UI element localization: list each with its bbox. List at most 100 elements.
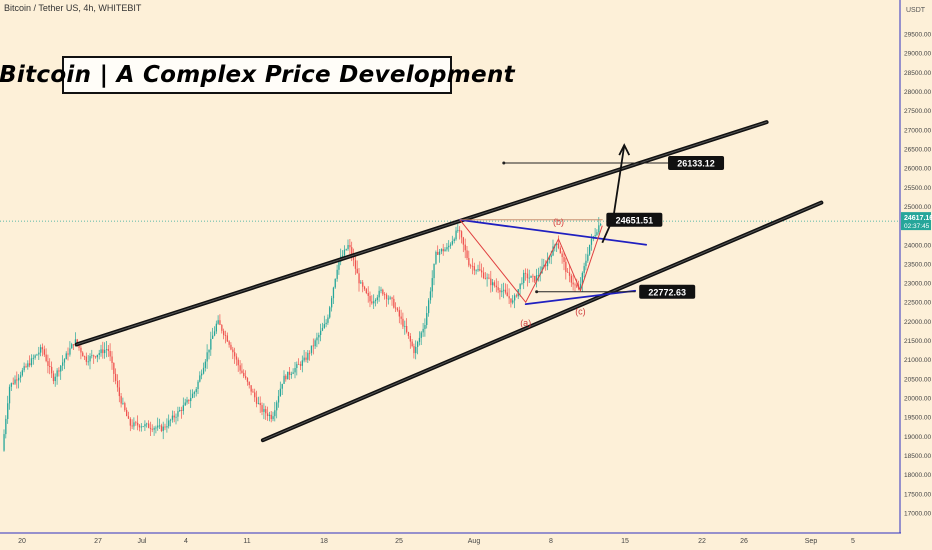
candle-body: [16, 379, 18, 381]
price-tick-label: 29500.00: [904, 32, 931, 39]
candle-body: [305, 357, 307, 360]
candle-body: [329, 307, 331, 318]
candle-body: [334, 278, 336, 288]
candle-body: [365, 289, 367, 293]
candle-body: [420, 332, 422, 338]
candle-body: [7, 403, 9, 419]
time-tick-label: Aug: [468, 538, 481, 545]
candle-body: [382, 289, 384, 295]
candle-body: [133, 422, 135, 427]
candle-body: [184, 402, 186, 406]
candle-body: [495, 285, 497, 288]
candle-body: [98, 353, 100, 355]
price-tick-label: 18500.00: [904, 453, 931, 460]
candle-body: [142, 426, 144, 428]
candle-body: [331, 298, 333, 308]
candle-body: [506, 292, 508, 297]
candle-body: [226, 335, 228, 342]
candle-body: [468, 258, 470, 266]
candle-body: [288, 371, 291, 375]
countdown-label: 02:37:45: [904, 223, 930, 230]
candle-body: [239, 365, 241, 371]
candle-body: [448, 245, 450, 248]
candle-body: [8, 386, 11, 404]
candle-body: [173, 415, 175, 418]
candle-body: [574, 284, 576, 286]
candle-body: [336, 269, 338, 279]
price-axis: USDT 29500.00 29000.00 28500.00 28000.00 2750…: [901, 0, 932, 550]
candle-body: [402, 318, 404, 327]
candle-body: [389, 297, 391, 299]
wave-c-label: (c): [575, 307, 586, 317]
candle-body: [224, 335, 227, 336]
candle-body: [296, 364, 298, 368]
candle-body: [83, 356, 86, 358]
candle-body: [362, 282, 364, 287]
candle-body: [345, 249, 347, 250]
candle-body: [464, 244, 466, 251]
price-tick-label: 25000.00: [904, 204, 931, 211]
candle-body: [384, 294, 386, 296]
candle-body: [96, 354, 98, 358]
candle-body: [148, 423, 150, 428]
candle-body: [310, 345, 313, 353]
candle-body: [418, 337, 421, 342]
candle-body: [583, 266, 585, 273]
candle-body: [245, 376, 247, 378]
candle-body: [62, 362, 64, 366]
candle-body: [25, 366, 27, 367]
candle-body: [175, 416, 177, 418]
candle-body: [492, 282, 494, 286]
target-level-dot: [502, 161, 506, 165]
candle-body: [230, 344, 232, 350]
candle-body: [195, 389, 197, 393]
candle-body: [126, 410, 128, 417]
candle-body: [243, 372, 245, 377]
candle-body: [144, 424, 146, 427]
candle-body: [351, 247, 353, 257]
time-tick-label: 15: [621, 538, 629, 545]
candle-body: [596, 232, 598, 236]
candle-body: [74, 339, 77, 346]
candle-body: [290, 373, 292, 375]
candle-body: [232, 349, 234, 353]
candle-body: [482, 272, 485, 278]
candle-body: [179, 410, 181, 412]
candle-body: [471, 265, 474, 267]
price-tick-label: 28500.00: [904, 70, 931, 77]
triangle-upper-line: [459, 218, 648, 246]
candle-body: [380, 289, 382, 291]
candle-body: [552, 246, 554, 256]
candle-body: [598, 225, 600, 233]
candle-body: [444, 249, 446, 252]
candle-body: [363, 286, 366, 290]
candle-body: [486, 277, 488, 279]
candle-body: [168, 420, 170, 427]
candle-body: [63, 359, 66, 363]
candle-body: [164, 426, 166, 428]
candle-body: [462, 237, 464, 245]
candle-body: [470, 265, 472, 267]
price-tick-label: 28000.00: [904, 89, 931, 96]
candle-body: [213, 331, 216, 336]
candle-body: [250, 385, 252, 392]
candle-body: [261, 405, 263, 412]
candle-body: [409, 336, 411, 342]
support-level-dot: [535, 290, 539, 294]
candle-body: [563, 257, 565, 262]
candle-body: [241, 370, 243, 373]
candle-body: [356, 268, 358, 274]
candle-body: [321, 327, 324, 331]
candle-body: [19, 375, 22, 378]
candle-body: [433, 263, 435, 279]
price-axis-unit: USDT: [906, 7, 926, 14]
time-tick-label: 25: [395, 538, 403, 545]
candle-body: [545, 265, 547, 267]
candle-body: [162, 426, 164, 431]
candle-body: [259, 403, 261, 405]
candle-body: [122, 403, 124, 404]
candle-body: [65, 353, 67, 360]
candle-body: [151, 428, 153, 430]
candle-body: [323, 324, 325, 328]
candle-body: [30, 358, 33, 366]
